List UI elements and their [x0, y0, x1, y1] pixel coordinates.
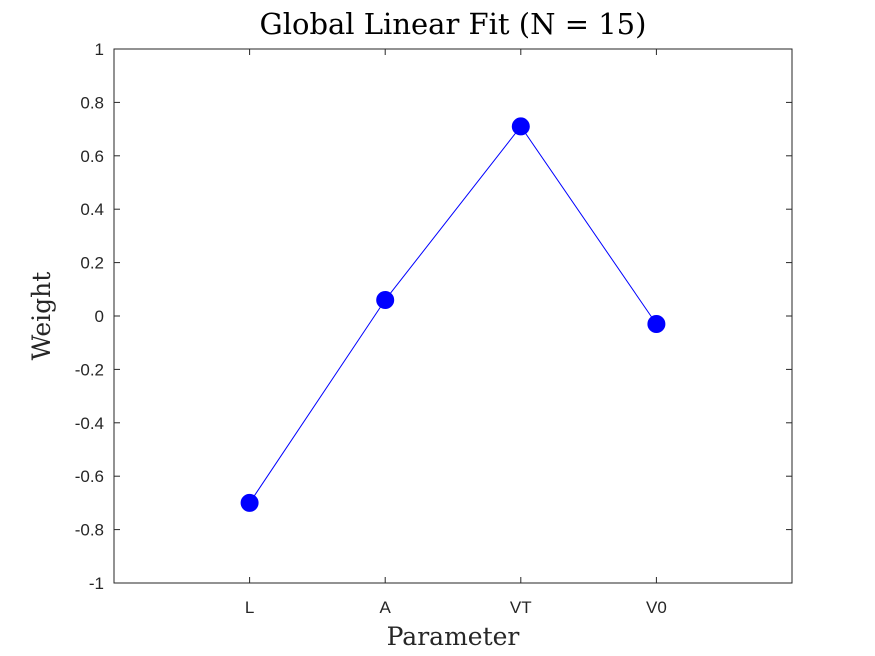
chart-title: Global Linear Fit (N = 15) [260, 7, 647, 41]
data-point [376, 290, 395, 309]
y-tick-label: 0 [95, 307, 104, 326]
y-tick-label: -1 [89, 574, 104, 593]
series-layer [240, 117, 666, 512]
y-tick-label: -0.8 [75, 521, 104, 540]
data-point [511, 117, 530, 136]
plot-area [113, 48, 793, 584]
x-axis-ticks: L A VT V0 [245, 49, 667, 617]
y-tick-label: 1 [95, 40, 104, 59]
x-tick-label: L [245, 598, 254, 617]
y-axis-ticks: -1 -0.8 -0.6 -0.4 -0.2 0 0.2 0.4 0.6 0.8 1 [75, 40, 792, 593]
y-tick-label: -0.4 [75, 414, 104, 433]
y-axis-title: Weight [27, 272, 56, 361]
series-line [249, 125, 657, 504]
x-tick-label: V0 [646, 598, 667, 617]
x-tick-label: VT [510, 598, 532, 617]
y-tick-label: -0.6 [75, 467, 104, 486]
data-point [240, 493, 259, 512]
y-tick-label: 0.2 [80, 254, 104, 273]
y-tick-label: 0.4 [80, 200, 104, 219]
y-tick-label: 0.8 [80, 93, 104, 112]
x-tick-label: A [380, 598, 392, 617]
y-tick-label: -0.2 [75, 360, 104, 379]
y-tick-label: 0.6 [80, 147, 104, 166]
data-point [647, 315, 666, 334]
x-axis-title: Parameter [387, 622, 520, 651]
